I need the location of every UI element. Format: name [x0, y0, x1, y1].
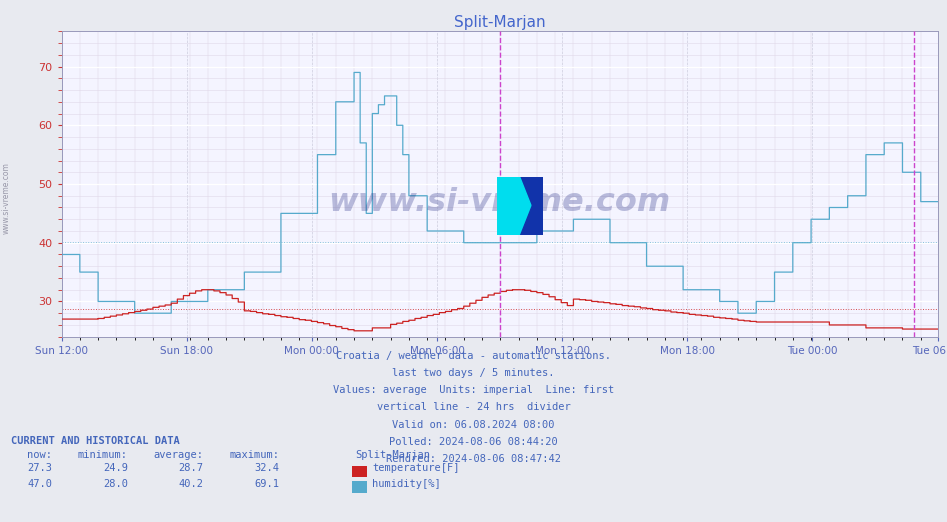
Text: 28.7: 28.7 — [179, 463, 204, 473]
Text: vertical line - 24 hrs  divider: vertical line - 24 hrs divider — [377, 402, 570, 412]
Text: CURRENT AND HISTORICAL DATA: CURRENT AND HISTORICAL DATA — [11, 436, 180, 446]
Text: Split-Marjan: Split-Marjan — [355, 450, 430, 460]
Text: maximum:: maximum: — [229, 450, 279, 460]
Text: Polled: 2024-08-06 08:44:20: Polled: 2024-08-06 08:44:20 — [389, 437, 558, 447]
Polygon shape — [520, 177, 543, 235]
Text: www.si-vreme.com: www.si-vreme.com — [2, 162, 11, 234]
Text: last two days / 5 minutes.: last two days / 5 minutes. — [392, 368, 555, 378]
Text: 32.4: 32.4 — [255, 463, 279, 473]
Text: www.si-vreme.com: www.si-vreme.com — [329, 187, 670, 218]
Polygon shape — [497, 177, 543, 235]
Polygon shape — [497, 177, 543, 235]
Text: minimum:: minimum: — [78, 450, 128, 460]
Text: 40.2: 40.2 — [179, 479, 204, 489]
Polygon shape — [520, 177, 543, 235]
Text: Values: average  Units: imperial  Line: first: Values: average Units: imperial Line: fi… — [333, 385, 614, 395]
Text: now:: now: — [27, 450, 52, 460]
Text: average:: average: — [153, 450, 204, 460]
Text: Rendred: 2024-08-06 08:47:42: Rendred: 2024-08-06 08:47:42 — [386, 454, 561, 464]
Text: humidity[%]: humidity[%] — [372, 479, 441, 489]
Text: 28.0: 28.0 — [103, 479, 128, 489]
Text: Valid on: 06.08.2024 08:00: Valid on: 06.08.2024 08:00 — [392, 420, 555, 430]
Text: 47.0: 47.0 — [27, 479, 52, 489]
Title: Split-Marjan: Split-Marjan — [454, 15, 545, 30]
Text: 27.3: 27.3 — [27, 463, 52, 473]
Text: 69.1: 69.1 — [255, 479, 279, 489]
Text: temperature[F]: temperature[F] — [372, 463, 459, 473]
Text: 24.9: 24.9 — [103, 463, 128, 473]
Text: Croatia / weather data - automatic stations.: Croatia / weather data - automatic stati… — [336, 351, 611, 361]
Polygon shape — [497, 177, 543, 235]
